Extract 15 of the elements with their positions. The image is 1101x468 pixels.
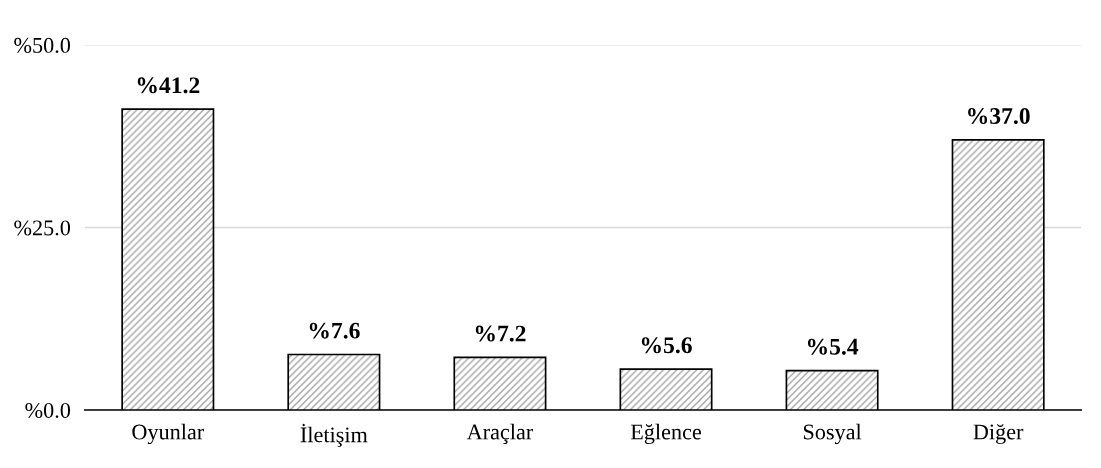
x-tick-label: Diğer [973, 424, 1024, 445]
x-tick-label: Eğlence [630, 423, 702, 445]
x-tick-label: Oyunlar [132, 423, 205, 445]
data-label: %41.2 [137, 77, 200, 94]
x-tick-label: Sosyal [803, 423, 862, 445]
x-tick-label: İletişim [300, 423, 368, 447]
data-label: %5.4 [807, 338, 859, 355]
y-tick-label: %0.0 [25, 402, 71, 418]
data-label: %37.0 [968, 108, 1030, 125]
x-tick-label: Araçlar [466, 423, 534, 445]
data-label: %7.2 [475, 325, 526, 342]
data-label: %5.6 [641, 337, 692, 354]
y-tick-label: %25.0 [14, 220, 71, 236]
data-label: %7.6 [309, 322, 360, 339]
y-tick-label: %50.0 [14, 37, 71, 53]
